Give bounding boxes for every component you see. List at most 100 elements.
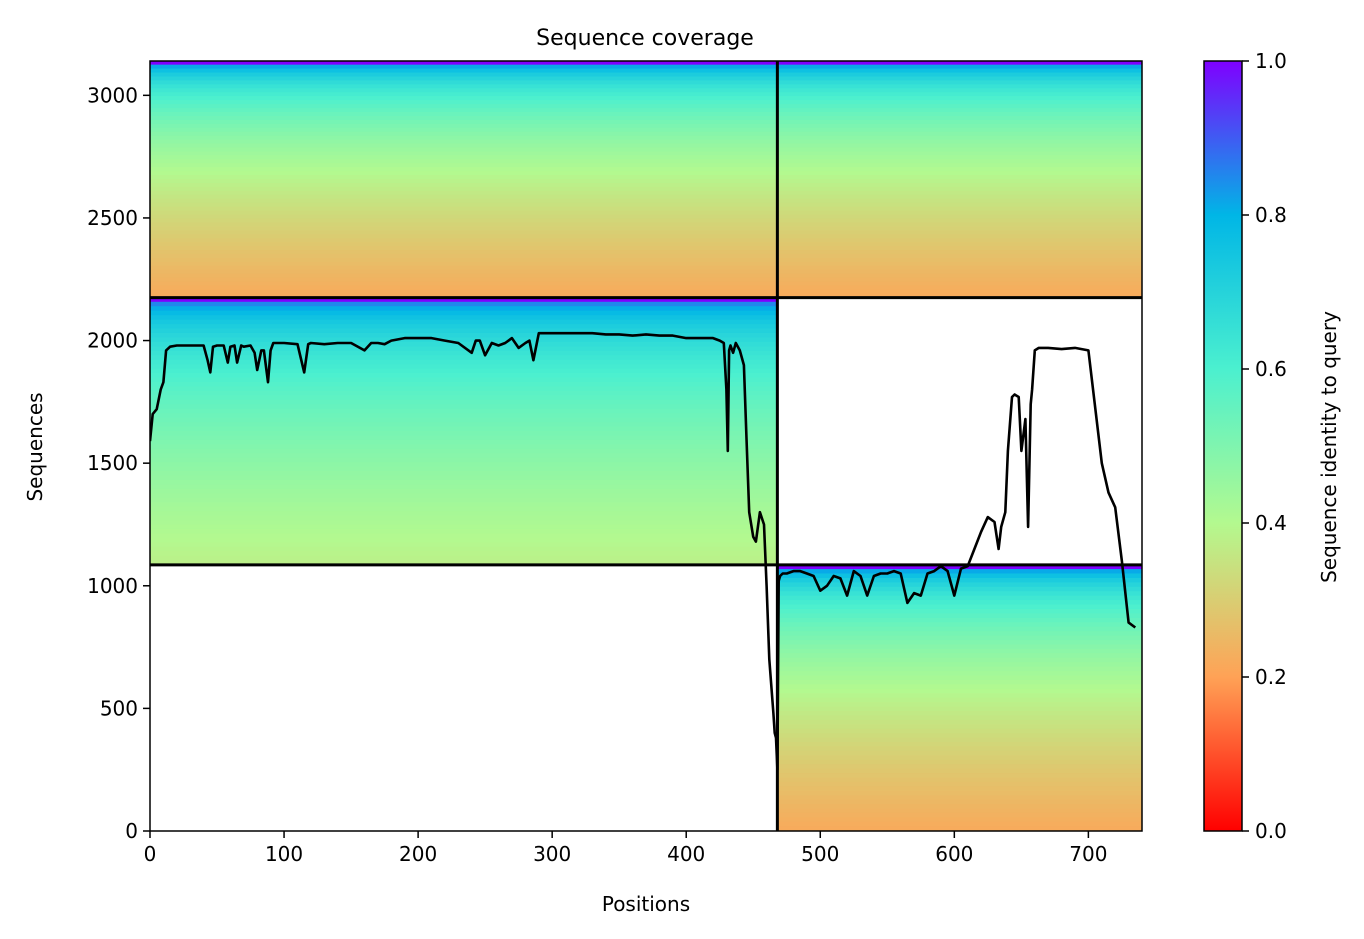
msa-band [777, 127, 1142, 133]
msa-band [777, 799, 1142, 805]
msa-band [777, 577, 1142, 583]
msa-band [150, 359, 778, 365]
msa-band [777, 155, 1142, 160]
x-tick-label: 500 [801, 842, 839, 866]
colorbar-tick-label: 1.0 [1255, 49, 1287, 73]
msa-band [777, 135, 1142, 141]
msa-band [150, 155, 778, 160]
msa-band [150, 324, 778, 330]
msa-block [150, 297, 778, 566]
msa-band [150, 242, 778, 247]
msa-band [150, 520, 778, 526]
msa-band [777, 626, 1142, 632]
msa-band [150, 104, 778, 109]
msa-band [150, 230, 778, 235]
msa-band [150, 131, 778, 137]
msa-band [777, 92, 1142, 97]
msa-band [777, 285, 1142, 291]
msa-band [150, 123, 778, 129]
msa-band [150, 261, 778, 267]
msa-band [150, 293, 778, 298]
msa-band [150, 377, 778, 383]
msa-band [150, 390, 778, 396]
y-axis: 0 500 1000 1500 2000 2500 3000 [87, 83, 150, 843]
msa-band [150, 511, 778, 517]
msa-band [777, 163, 1142, 168]
msa-band [777, 100, 1142, 105]
msa-band [777, 194, 1142, 200]
msa-band [777, 210, 1142, 216]
y-tick-label: 2500 [87, 206, 138, 230]
msa-band [777, 635, 1142, 641]
msa-band [150, 222, 778, 227]
y-tick-label: 1000 [87, 574, 138, 598]
msa-band [150, 337, 778, 343]
msa-band [150, 115, 778, 121]
msa-band [777, 746, 1142, 752]
msa-band [150, 179, 778, 184]
msa-band [150, 175, 778, 180]
msa-band [150, 341, 778, 347]
x-tick-label: 600 [935, 842, 973, 866]
msa-band [777, 804, 1142, 810]
msa-band [150, 246, 778, 251]
msa-band [150, 64, 778, 70]
msa-band [777, 179, 1142, 184]
x-tick-label: 400 [667, 842, 705, 866]
msa-band [150, 448, 778, 454]
msa-band [150, 210, 778, 216]
msa-band [777, 257, 1142, 263]
msa-band [150, 257, 778, 263]
msa-band [777, 613, 1142, 619]
msa-band [777, 755, 1142, 761]
msa-band [777, 781, 1142, 787]
msa-band [150, 350, 778, 356]
msa-band [777, 671, 1142, 677]
msa-band [777, 265, 1142, 271]
msa-band [777, 586, 1142, 592]
msa-band [150, 289, 778, 294]
msa-band [150, 386, 778, 392]
msa-band [150, 301, 778, 307]
msa-band [150, 528, 778, 535]
msa-band [150, 408, 778, 414]
msa-band [777, 269, 1142, 275]
msa-band [150, 127, 778, 133]
msa-band [150, 206, 778, 212]
msa-blocks [150, 61, 1142, 831]
msa-band [150, 315, 778, 321]
msa-band [150, 551, 778, 557]
msa-band [150, 277, 778, 283]
msa-band [150, 439, 778, 445]
msa-band [777, 582, 1142, 588]
msa-band [777, 186, 1142, 192]
msa-band [777, 693, 1142, 699]
msa-band [150, 92, 778, 97]
msa-band [777, 826, 1142, 831]
msa-band [777, 293, 1142, 298]
msa-band [777, 742, 1142, 748]
msa-band [777, 289, 1142, 294]
msa-band [150, 167, 778, 172]
msa-band [777, 167, 1142, 172]
msa-band [150, 190, 778, 196]
msa-band [150, 381, 778, 388]
msa-band [150, 466, 778, 472]
msa-band [150, 546, 778, 552]
y-tick-label: 1500 [87, 451, 138, 475]
msa-band [777, 604, 1142, 610]
msa-band [777, 182, 1142, 188]
msa-band [150, 273, 778, 279]
msa-band [777, 250, 1142, 255]
colorbar-gradient [1203, 60, 1243, 832]
msa-band [777, 644, 1142, 650]
chart-title: Sequence coverage [536, 26, 754, 51]
msa-band [777, 96, 1142, 101]
msa-band [777, 230, 1142, 235]
msa-band [150, 471, 778, 477]
x-tick-label: 700 [1069, 842, 1107, 866]
msa-band [150, 297, 778, 303]
msa-band [777, 68, 1142, 74]
msa-band [150, 253, 778, 259]
